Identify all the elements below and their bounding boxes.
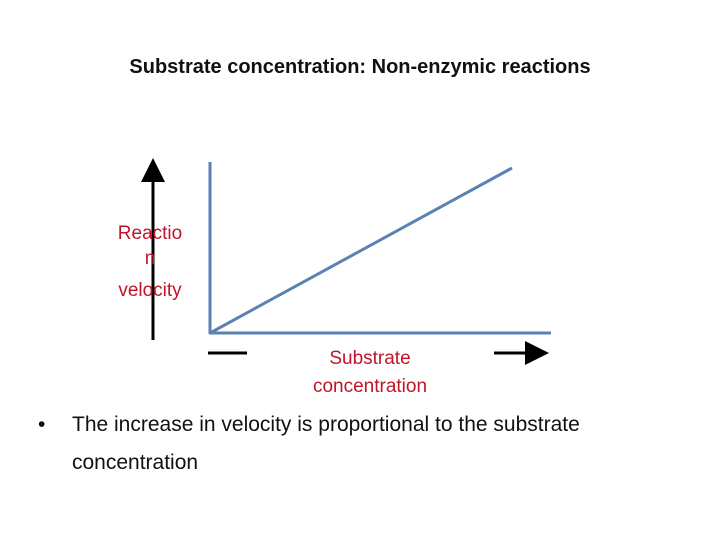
- x-label: concentration: [313, 376, 427, 397]
- bullet-dot: •: [38, 413, 46, 436]
- y-label: velocity: [118, 280, 182, 301]
- y-label: Reactio: [118, 223, 182, 244]
- x-label: Substrate: [329, 348, 410, 369]
- slide-title: Substrate concentration: Non-enzymic rea…: [129, 56, 591, 78]
- rate-line: [209, 166, 513, 335]
- y-label: n: [145, 248, 156, 269]
- bullet-text: The increase in velocity is proportional…: [72, 413, 580, 474]
